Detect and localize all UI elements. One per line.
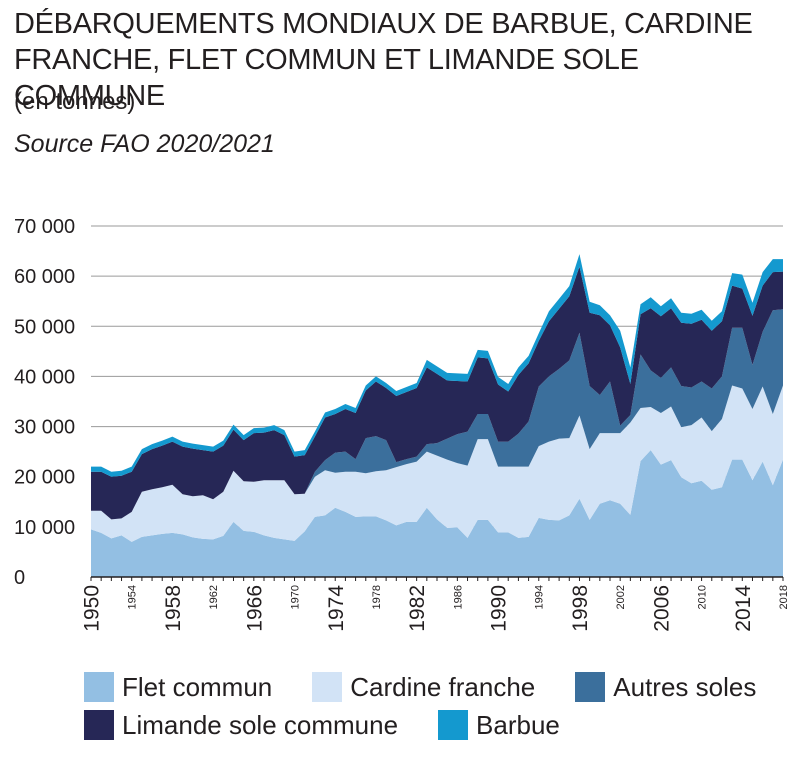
legend-item-cardine-franche: Cardine franche [312, 672, 535, 703]
area-series-cardine-franche [91, 385, 783, 542]
legend-label-flet-commun: Flet commun [122, 671, 273, 702]
x-tick-label-major: 1950 [81, 585, 104, 632]
x-tick-label-major: 1974 [325, 585, 348, 632]
x-tick-label-minor: 2010 [697, 585, 709, 609]
x-tick-label-major: 1990 [488, 585, 511, 632]
legend-label-autres-soles: Autres soles [613, 671, 757, 702]
y-tick-label: 0 [14, 567, 25, 589]
legend-swatch-barbue [438, 710, 469, 740]
legend-swatch-autres-soles [575, 672, 606, 702]
y-tick-label: 30 000 [14, 417, 75, 439]
legend-label-limande-sole-commune: Limande sole commune [122, 709, 399, 740]
y-tick-label: 20 000 [14, 467, 75, 489]
chart-unit: (en tonnes) [14, 88, 136, 115]
y-tick-label: 40 000 [14, 366, 75, 388]
x-tick-label-minor: 1970 [289, 585, 301, 609]
x-tick-label-major: 2006 [650, 585, 673, 632]
legend-item-barbue: Barbue [438, 710, 560, 741]
x-tick-label-major: 1966 [243, 585, 266, 632]
x-tick-label-major: 2014 [732, 585, 755, 632]
legend-swatch-limande-sole-commune [84, 710, 114, 740]
x-tick-label-minor: 1978 [371, 585, 383, 609]
y-tick-label: 70 000 [14, 216, 75, 238]
legend-label-cardine-franche: Cardine franche [350, 671, 536, 702]
x-tick-label-minor: 1954 [127, 585, 139, 609]
x-tick-label-minor: 1986 [452, 585, 464, 609]
legend-swatch-cardine-franche [312, 672, 343, 702]
legend-item-flet-commun: Flet commun [84, 672, 272, 703]
y-tick-label: 60 000 [14, 266, 75, 288]
area-series-limande-sole-commune [91, 266, 783, 520]
legend-swatch-flet-commun [84, 672, 114, 702]
y-tick-label: 50 000 [14, 316, 75, 338]
legend-row-2: Limande sole commune Barbue [84, 706, 804, 744]
chart-source: Source FAO 2020/2021 [14, 130, 275, 158]
chart-title: DÉBARQUEMENTS MONDIAUX DE BARBUE, CARDIN… [14, 8, 753, 112]
area-series-flet-commun [91, 450, 783, 577]
x-tick-label-minor: 1994 [534, 585, 546, 609]
legend-label-barbue: Barbue [476, 709, 560, 740]
x-tick-label-major: 1958 [162, 585, 185, 632]
y-tick-label: 10 000 [14, 517, 75, 539]
x-tick-label-minor: 2002 [615, 585, 627, 609]
legend-item-autres-soles: Autres soles [575, 672, 756, 703]
legend-row-1: Flet commun Cardine franche Autres soles [84, 668, 804, 706]
legend-item-limande-sole-commune: Limande sole commune [84, 710, 398, 741]
x-tick-label-minor: 2018 [778, 585, 790, 609]
x-tick-label-major: 1998 [569, 585, 592, 632]
chart-legend: Flet commun Cardine franche Autres soles… [84, 668, 804, 744]
x-tick-label-major: 1982 [406, 585, 429, 632]
x-tick-label-minor: 1962 [208, 585, 220, 609]
